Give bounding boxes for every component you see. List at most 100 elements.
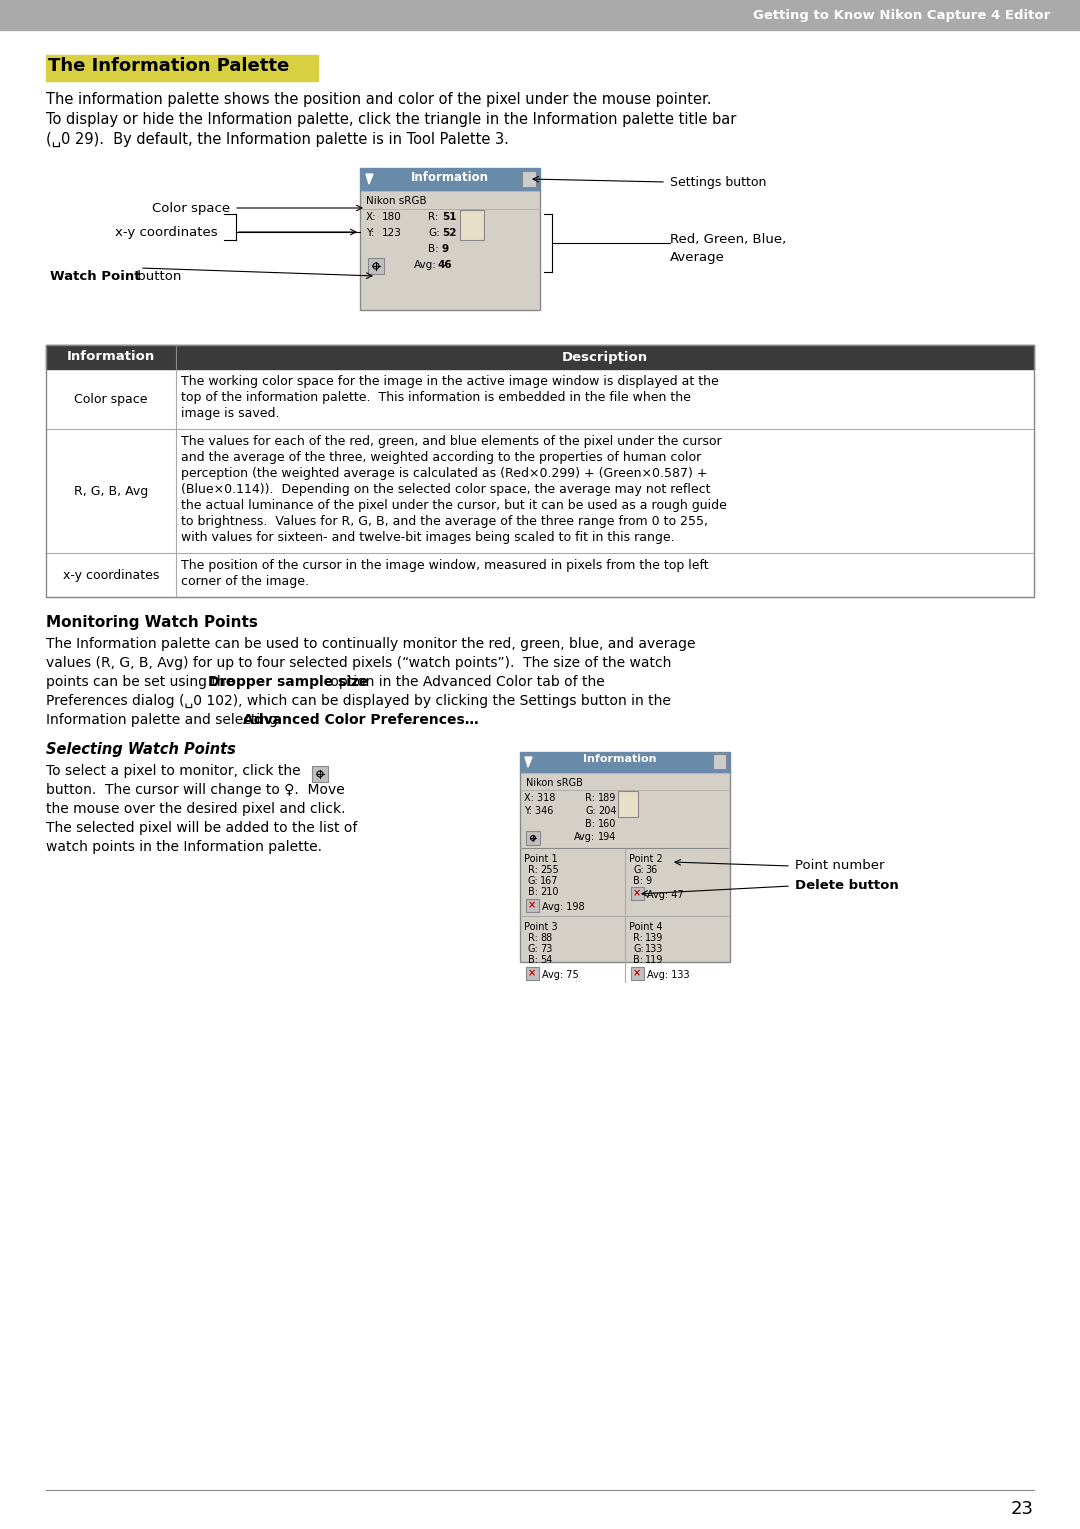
Text: Color space: Color space [152,202,230,216]
Text: 119: 119 [645,956,663,965]
Text: X:: X: [366,213,377,222]
Text: Avg: 198: Avg: 198 [542,902,584,911]
Text: Information: Information [583,754,657,764]
Text: B:: B: [528,887,538,898]
Bar [312,766,328,781]
Bar [526,899,539,911]
Bar [526,966,539,980]
Text: The Information Palette: The Information Palette [48,57,289,75]
Bar [46,346,1034,368]
Text: 9: 9 [645,876,651,885]
Text: R:: R: [633,933,643,943]
Bar [368,258,384,274]
Text: The Information palette can be used to continually monitor the red, green, blue,: The Information palette can be used to c… [46,638,696,651]
Text: 52: 52 [442,228,457,239]
Text: ×: × [633,968,642,979]
Bar [360,168,540,190]
Text: To select a pixel to monitor, click the: To select a pixel to monitor, click the [46,764,300,778]
Bar [46,55,318,81]
Text: G:: G: [633,943,644,954]
Text: values (R, G, B, Avg) for up to four selected pixels (“watch points”).  The size: values (R, G, B, Avg) for up to four sel… [46,656,672,670]
Text: .: . [410,713,415,726]
Text: B:: B: [585,820,595,829]
Text: R:: R: [585,794,595,803]
Text: Point 1: Point 1 [524,855,557,864]
Text: 133: 133 [645,943,663,954]
Text: x-y coordinates: x-y coordinates [63,569,159,581]
Text: The working color space for the image in the active image window is displayed at: The working color space for the image in… [181,375,719,388]
Text: B:: B: [633,956,643,965]
Text: Y: 346: Y: 346 [524,806,553,816]
Text: Information: Information [67,350,156,364]
Text: B:: B: [633,876,643,885]
Text: Settings button: Settings button [670,176,767,190]
Text: 194: 194 [598,832,617,842]
Text: button: button [133,271,181,283]
Bar [519,752,730,772]
Bar [526,830,540,846]
Text: to brightness.  Values for R, G, B, and the average of the three range from 0 to: to brightness. Values for R, G, B, and t… [181,515,708,528]
Text: 23: 23 [1011,1500,1034,1518]
Text: button.  The cursor will change to ♀.  Move: button. The cursor will change to ♀. Mov… [46,783,345,797]
Text: and the average of the three, weighted according to the properties of human colo: and the average of the three, weighted a… [181,451,701,463]
Text: 167: 167 [540,876,558,885]
Text: Red, Green, Blue,: Red, Green, Blue, [670,232,786,246]
Text: 54: 54 [540,956,552,965]
Text: 139: 139 [645,933,663,943]
Text: Avg: 47: Avg: 47 [647,890,684,901]
Bar [631,966,644,980]
Text: top of the information palette.  This information is embedded in the file when t: top of the information palette. This inf… [181,391,691,404]
Text: Nikon sRGB: Nikon sRGB [366,196,427,206]
Text: R, G, B, Avg: R, G, B, Avg [73,485,148,497]
Text: Average: Average [670,251,725,265]
Bar [0,0,1080,31]
Text: Preferences dialog (␣0 102), which can be displayed by clicking the Settings but: Preferences dialog (␣0 102), which can b… [46,694,671,708]
Text: Dropper sample size: Dropper sample size [208,674,368,690]
Text: G:: G: [585,806,596,816]
Text: 255: 255 [540,865,558,875]
Text: watch points in the Information palette.: watch points in the Information palette. [46,839,322,855]
Text: 51: 51 [442,213,457,222]
Polygon shape [525,757,532,768]
Text: Getting to Know Nikon Capture 4 Editor: Getting to Know Nikon Capture 4 Editor [753,9,1050,21]
Text: ×: × [528,968,536,979]
Text: The information palette shows the position and color of the pixel under the mous: The information palette shows the positi… [46,92,712,107]
Text: Avg: 75: Avg: 75 [542,969,579,980]
Bar [46,553,1034,596]
Text: Advanced Color Preferences…: Advanced Color Preferences… [243,713,478,726]
Text: 204: 204 [598,806,617,816]
Text: Nikon sRGB: Nikon sRGB [526,778,583,787]
Text: Avg:: Avg: [414,260,437,271]
Text: the mouse over the desired pixel and click.: the mouse over the desired pixel and cli… [46,803,346,816]
Bar [360,190,540,310]
Text: The selected pixel will be added to the list of: The selected pixel will be added to the … [46,821,357,835]
Text: 9: 9 [442,245,449,254]
Text: 73: 73 [540,943,552,954]
Text: 180: 180 [382,213,402,222]
Text: B:: B: [428,245,438,254]
Text: 210: 210 [540,887,558,898]
Text: R:: R: [528,865,538,875]
Text: (␣0 29).  By default, the Information palette is in Tool Palette 3.: (␣0 29). By default, the Information pal… [46,131,509,147]
Text: R:: R: [528,933,538,943]
Bar [460,209,484,240]
Text: Description: Description [562,350,648,364]
Text: Monitoring Watch Points: Monitoring Watch Points [46,615,258,630]
Text: Selecting Watch Points: Selecting Watch Points [46,742,235,757]
Bar [631,887,644,901]
Text: X: 318: X: 318 [524,794,555,803]
Text: points can be set using the: points can be set using the [46,674,239,690]
Text: with values for sixteen- and twelve-bit images being scaled to fit in this range: with values for sixteen- and twelve-bit … [181,531,675,544]
Polygon shape [366,174,373,183]
Text: the actual luminance of the pixel under the cursor, but it can be used as a roug: the actual luminance of the pixel under … [181,498,727,512]
Text: R:: R: [428,213,438,222]
Text: 123: 123 [382,228,402,239]
Text: The position of the cursor in the image window, measured in pixels from the top : The position of the cursor in the image … [181,560,708,572]
Text: G:: G: [528,943,539,954]
Text: Point 2: Point 2 [629,855,663,864]
Text: x-y coordinates: x-y coordinates [116,226,218,239]
Text: G:: G: [528,876,539,885]
Text: perception (the weighted average is calculated as (Red×0.299) + (Green×0.587) +: perception (the weighted average is calc… [181,466,707,480]
Bar [713,754,726,769]
Bar [519,772,730,962]
